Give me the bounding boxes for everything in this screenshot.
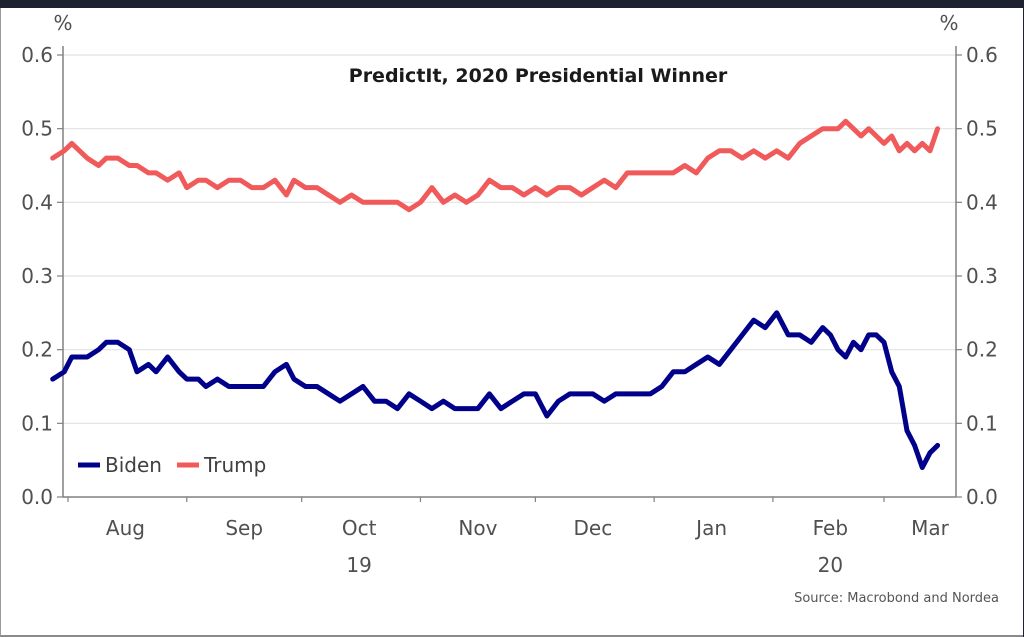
x-year-label: 20: [818, 553, 843, 577]
right-y-ticks: 0.0 0.1 0.2 0.3 0.4 0.5 0.6: [956, 43, 998, 509]
y-tick-label-left: 0.6: [21, 43, 53, 67]
x-tick-label: Oct: [342, 516, 377, 540]
chart-title: PredictIt, 2020 Presidential Winner: [349, 65, 728, 87]
series-line-trump: [50, 118, 941, 213]
y-tick-label-left: 0.3: [21, 264, 53, 288]
x-tick-label: Nov: [458, 516, 497, 540]
legend-label-biden: Biden: [105, 453, 162, 477]
x-tick-label: Sep: [225, 516, 263, 540]
x-tick-label: Dec: [573, 516, 612, 540]
x-tick-label: Aug: [106, 516, 145, 540]
y-tick-label-left: 0.5: [21, 117, 53, 141]
x-year-label: 19: [346, 553, 371, 577]
y-tick-label-left: 0.0: [21, 485, 53, 509]
y-tick-label-left: 0.4: [21, 190, 53, 214]
y-tick-label-right: 0.1: [966, 411, 998, 435]
y-tick-label-right: 0.0: [966, 485, 998, 509]
right-axis-unit: %: [939, 11, 958, 35]
x-tick-label: Jan: [694, 516, 727, 540]
y-tick-label-right: 0.5: [966, 117, 998, 141]
chart-svg: 0.0 0.1 0.2 0.3 0.4 0.5 0.6 0.0 0.1 0.2 0.3 0.4 0.5…: [21, 11, 999, 606]
left-y-ticks: 0.0 0.1 0.2 0.3 0.4 0.5 0.6: [21, 43, 63, 509]
chart-frame: 0.0 0.1 0.2 0.3 0.4 0.5 0.6 0.0 0.1 0.2 0.3 0.4 0.5…: [0, 8, 1023, 637]
y-tick-label-left: 0.1: [21, 411, 53, 435]
y-tick-label-right: 0.3: [966, 264, 998, 288]
series-lines: [50, 118, 941, 470]
gridlines: [63, 54, 956, 424]
axes: [62, 46, 957, 498]
x-tick-label: Feb: [813, 516, 848, 540]
legend: Biden Trump: [78, 453, 266, 477]
y-tick-label-left: 0.2: [21, 338, 53, 362]
source-note: Source: Macrobond and Nordea: [794, 591, 999, 606]
y-tick-label-right: 0.2: [966, 338, 998, 362]
x-tick-label: Mar: [911, 516, 950, 540]
series-line-biden: [50, 310, 941, 470]
y-tick-label-right: 0.4: [966, 190, 998, 214]
legend-label-trump: Trump: [203, 453, 266, 477]
left-axis-unit: %: [53, 11, 72, 35]
y-tick-label-right: 0.6: [966, 43, 998, 67]
x-ticks: Aug Sep Oct Nov Dec Jan Feb Mar 19 20: [67, 497, 950, 577]
